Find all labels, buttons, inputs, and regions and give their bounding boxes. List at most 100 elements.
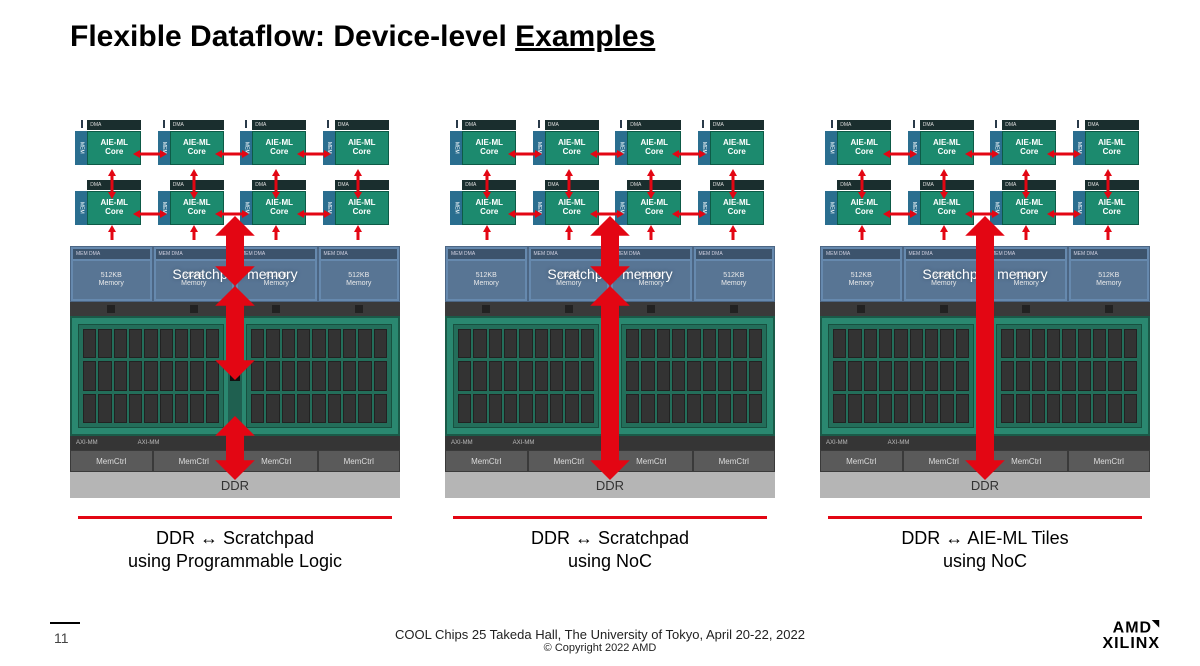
aie-dma-label: DMA bbox=[837, 120, 891, 130]
memctrl-label: MemCtrl bbox=[318, 450, 401, 472]
scratchpad-tile: MEM DMA512KBMemory bbox=[318, 246, 401, 302]
aie-tile: DMAMEMAIE-MLCore bbox=[75, 180, 147, 226]
title-prefix: Flexible Dataflow: Device-level bbox=[70, 20, 515, 53]
interconnect-node bbox=[107, 305, 115, 313]
aie-core-label: AIE-MLCore bbox=[170, 131, 224, 165]
aie-dma-label: DMA bbox=[920, 180, 974, 190]
aie-core-label: AIE-MLCore bbox=[710, 191, 764, 225]
aie-mem-label: MEM bbox=[615, 191, 627, 225]
memctrl-label: MemCtrl bbox=[1068, 450, 1151, 472]
aie-tile: DMAMEMAIE-MLCore bbox=[990, 180, 1062, 226]
aie-dma-label: DMA bbox=[170, 180, 224, 190]
scratchpad-tile: MEM DMA512KBMemory bbox=[70, 246, 153, 302]
interconnect-node bbox=[1105, 305, 1113, 313]
aie-core-label: AIE-MLCore bbox=[920, 131, 974, 165]
aie-dma-label: DMA bbox=[1085, 120, 1139, 130]
panel-caption: DDR ↔ Scratchpadusing NoC bbox=[445, 527, 775, 574]
scratchpad-mem-label: 512KBMemory bbox=[73, 261, 150, 299]
aie-dma-label: DMA bbox=[335, 180, 389, 190]
architecture-panel: DMAMEMAIE-MLCoreDMAMEMAIE-MLCoreDMAMEMAI… bbox=[445, 120, 775, 574]
axi-label: AXI-MM bbox=[138, 440, 160, 446]
aie-core-label: AIE-MLCore bbox=[837, 191, 891, 225]
aie-dma-label: DMA bbox=[170, 120, 224, 130]
scratchpad-mem-label: 512KBMemory bbox=[696, 261, 773, 299]
scratchpad-dma-label: MEM DMA bbox=[1071, 249, 1148, 259]
aie-mem-label: MEM bbox=[450, 191, 462, 225]
aie-mem-label: MEM bbox=[75, 131, 87, 165]
scratchpad-tile: MEM DMA512KBMemory bbox=[820, 246, 903, 302]
footer-conference: COOL Chips 25 Takeda Hall, The Universit… bbox=[395, 627, 805, 642]
caption-line1: DDR ↔ AIE-ML Tiles bbox=[820, 527, 1150, 550]
pl-center-channel bbox=[603, 324, 617, 428]
aie-tile: DMAMEMAIE-MLCore bbox=[75, 120, 147, 166]
aie-core-label: AIE-MLCore bbox=[462, 191, 516, 225]
aie-dma-label: DMA bbox=[252, 180, 306, 190]
aie-tile: DMAMEMAIE-MLCore bbox=[323, 120, 395, 166]
ddr-label: DDR bbox=[820, 472, 1150, 498]
aie-mem-label: MEM bbox=[1073, 131, 1085, 165]
memctrl-label: MemCtrl bbox=[153, 450, 236, 472]
scratchpad-mem-label: 512KBMemory bbox=[1071, 261, 1148, 299]
aie-tile: DMAMEMAIE-MLCore bbox=[825, 120, 897, 166]
ddr-label: DDR bbox=[445, 472, 775, 498]
interconnect-node bbox=[190, 305, 198, 313]
aie-dma-label: DMA bbox=[1085, 180, 1139, 190]
aie-core-label: AIE-MLCore bbox=[462, 131, 516, 165]
aie-dma-label: DMA bbox=[1002, 180, 1056, 190]
axi-label: AXI-MM bbox=[513, 440, 535, 446]
pl-block bbox=[996, 324, 1142, 428]
aie-tile: DMAMEMAIE-MLCore bbox=[533, 120, 605, 166]
interconnect-strip bbox=[445, 302, 775, 316]
interconnect-node bbox=[857, 305, 865, 313]
interconnect-node bbox=[482, 305, 490, 313]
caption-line2: using Programmable Logic bbox=[70, 550, 400, 573]
aie-dma-label: DMA bbox=[710, 180, 764, 190]
aie-core-label: AIE-MLCore bbox=[710, 131, 764, 165]
aie-tile: DMAMEMAIE-MLCore bbox=[323, 180, 395, 226]
title-underline: Examples bbox=[515, 20, 655, 53]
panels-row: DMAMEMAIE-MLCoreDMAMEMAIE-MLCoreDMAMEMAI… bbox=[70, 120, 1150, 574]
caption-line2: using NoC bbox=[445, 550, 775, 573]
interconnect-node bbox=[272, 305, 280, 313]
caption-line1: DDR ↔ Scratchpad bbox=[70, 527, 400, 550]
aie-core-label: AIE-MLCore bbox=[545, 131, 599, 165]
scratchpad-dma-label: MEM DMA bbox=[321, 249, 398, 259]
aie-core-label: AIE-MLCore bbox=[87, 131, 141, 165]
pl-center-channel bbox=[978, 324, 992, 428]
logo-xilinx: XILINX bbox=[1102, 636, 1160, 652]
scratchpad-label: Scratchpad memory bbox=[922, 266, 1047, 282]
aie-core-label: AIE-MLCore bbox=[1002, 131, 1056, 165]
caption-rule bbox=[453, 516, 767, 519]
scratchpad-mem-label: 512KBMemory bbox=[823, 261, 900, 299]
aie-dma-label: DMA bbox=[837, 180, 891, 190]
aie-mem-label: MEM bbox=[990, 191, 1002, 225]
aie-core-label: AIE-MLCore bbox=[545, 191, 599, 225]
aie-mem-label: MEM bbox=[158, 131, 170, 165]
interconnect-node bbox=[1022, 305, 1030, 313]
logo-amd: AMD bbox=[1113, 619, 1152, 636]
aie-core-label: AIE-MLCore bbox=[170, 191, 224, 225]
aie-tile: DMAMEMAIE-MLCore bbox=[1073, 120, 1145, 166]
aie-mem-label: MEM bbox=[615, 131, 627, 165]
aie-dma-label: DMA bbox=[627, 180, 681, 190]
scratchpad-tile: MEM DMA512KBMemory bbox=[445, 246, 528, 302]
memctrl-label: MemCtrl bbox=[903, 450, 986, 472]
aie-dma-label: DMA bbox=[545, 180, 599, 190]
aie-mem-label: MEM bbox=[698, 131, 710, 165]
aie-tile: DMAMEMAIE-MLCore bbox=[1073, 180, 1145, 226]
axi-label: AXI-MM bbox=[76, 440, 98, 446]
scratchpad-label: Scratchpad memory bbox=[547, 266, 672, 282]
interconnect-strip bbox=[70, 302, 400, 316]
aie-core-label: AIE-MLCore bbox=[252, 131, 306, 165]
scratchpad-mem-label: 512KBMemory bbox=[448, 261, 525, 299]
programmable-logic-region bbox=[445, 316, 775, 436]
scratchpad-memory: MEM DMA512KBMemoryMEM DMA512KBMemoryMEM … bbox=[445, 246, 775, 302]
architecture-panel: DMAMEMAIE-MLCoreDMAMEMAIE-MLCoreDMAMEMAI… bbox=[70, 120, 400, 574]
aie-core-label: AIE-MLCore bbox=[837, 131, 891, 165]
slide-title: Flexible Dataflow: Device-level Examples bbox=[70, 20, 655, 54]
panel-caption: DDR ↔ Scratchpadusing Programmable Logic bbox=[70, 527, 400, 574]
memctrl-label: MemCtrl bbox=[610, 450, 693, 472]
pl-block bbox=[828, 324, 974, 428]
memctrl-label: MemCtrl bbox=[235, 450, 318, 472]
aie-mem-label: MEM bbox=[240, 131, 252, 165]
